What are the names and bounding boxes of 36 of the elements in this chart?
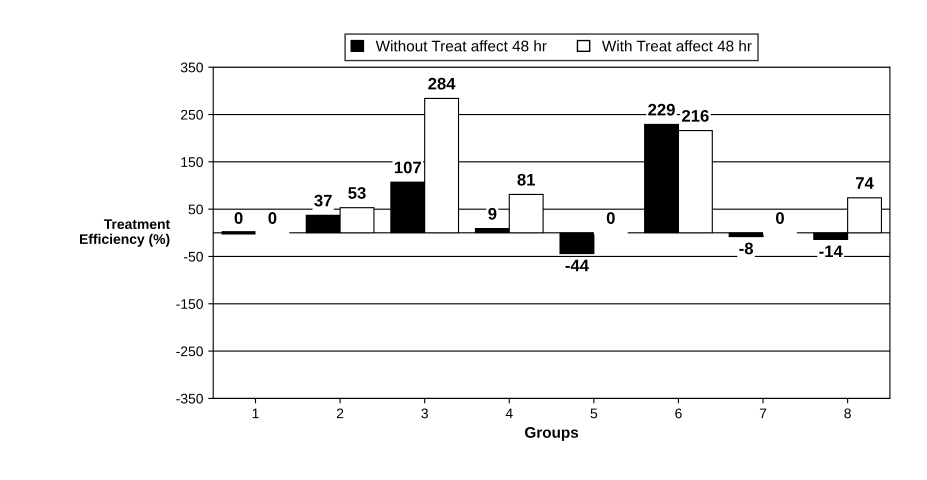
data-label: 9 <box>488 208 496 220</box>
y-tick-label: 150 <box>181 157 203 167</box>
data-label: 284 <box>428 78 456 90</box>
y-tick-label: 50 <box>188 204 203 214</box>
data-label: -44 <box>566 260 589 272</box>
y-tick-label: 350 <box>180 62 203 72</box>
data-label: 107 <box>394 162 421 174</box>
y-tick-label: 250 <box>181 110 203 120</box>
data-label: 53 <box>348 187 366 199</box>
y-tick-label: -50 <box>184 252 203 262</box>
data-label: 216 <box>682 110 709 122</box>
data-label: 0 <box>606 212 615 224</box>
data-label: 0 <box>268 212 276 224</box>
y-axis-title: Treatment Efficiency (%) <box>80 219 170 247</box>
data-label: 74 <box>856 177 874 189</box>
x-tick-label: 7 <box>760 408 766 418</box>
data-label: 37 <box>314 194 332 206</box>
x-axis-title: Groups <box>525 427 578 441</box>
x-tick-label: 8 <box>844 408 851 418</box>
legend-label: Without Treat affect 48 hr <box>376 40 547 52</box>
x-tick-label: 5 <box>590 408 598 418</box>
y-tick-label: -350 <box>176 394 203 404</box>
y-tick-label: -150 <box>176 299 203 309</box>
y-tick-label: -250 <box>176 346 203 356</box>
legend-label: With Treat affect 48 hr <box>602 40 752 52</box>
x-tick-label: 2 <box>336 408 344 418</box>
x-tick-label: 3 <box>421 408 428 418</box>
data-label: 81 <box>517 174 535 186</box>
x-tick-label: 4 <box>506 408 513 418</box>
x-tick-label: 1 <box>252 408 259 418</box>
x-tick-label: 6 <box>675 408 682 418</box>
data-label: -14 <box>819 246 843 258</box>
data-label: -8 <box>739 242 754 254</box>
data-label: 229 <box>648 104 675 116</box>
data-label: 0 <box>776 212 784 224</box>
data-label: 0 <box>234 212 243 224</box>
